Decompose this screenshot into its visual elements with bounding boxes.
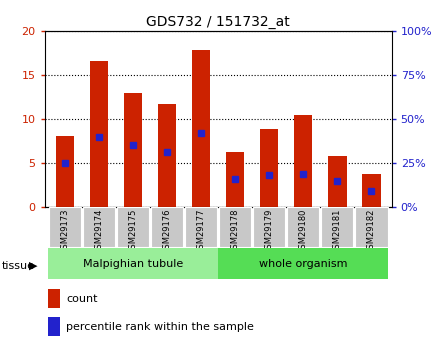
Bar — [151, 207, 183, 247]
Text: GSM29180: GSM29180 — [299, 208, 307, 254]
Text: count: count — [66, 294, 97, 304]
Bar — [124, 92, 142, 207]
Text: GSM29175: GSM29175 — [129, 208, 138, 254]
Bar — [49, 317, 60, 336]
Text: GSM29182: GSM29182 — [367, 208, 376, 254]
Bar — [185, 207, 217, 247]
Bar — [117, 207, 150, 247]
Bar — [192, 50, 210, 207]
Text: GSM29174: GSM29174 — [94, 208, 103, 254]
Bar — [287, 207, 320, 247]
Bar — [328, 156, 347, 207]
Text: GSM29179: GSM29179 — [265, 208, 274, 254]
Text: ▶: ▶ — [29, 261, 38, 270]
Bar — [260, 129, 279, 207]
Bar — [219, 207, 251, 247]
Bar — [294, 115, 312, 207]
Bar — [49, 207, 81, 247]
Text: GSM29178: GSM29178 — [231, 208, 239, 254]
Bar — [218, 248, 388, 279]
Text: Malpighian tubule: Malpighian tubule — [83, 259, 183, 269]
Bar — [48, 248, 218, 279]
Bar — [56, 136, 74, 207]
Bar — [226, 151, 244, 207]
Text: tissue: tissue — [2, 261, 35, 270]
Bar — [321, 207, 353, 247]
Bar — [355, 207, 388, 247]
Bar — [253, 207, 285, 247]
Bar — [158, 104, 176, 207]
Text: GSM29173: GSM29173 — [61, 208, 69, 254]
Bar — [362, 175, 380, 207]
Text: GSM29177: GSM29177 — [197, 208, 206, 254]
Bar — [49, 289, 60, 308]
Text: whole organism: whole organism — [259, 259, 348, 269]
Text: GSM29181: GSM29181 — [333, 208, 342, 254]
Text: GSM29176: GSM29176 — [162, 208, 171, 254]
Title: GDS732 / 151732_at: GDS732 / 151732_at — [146, 14, 290, 29]
Text: percentile rank within the sample: percentile rank within the sample — [66, 322, 254, 332]
Bar — [89, 61, 108, 207]
Bar — [83, 207, 115, 247]
